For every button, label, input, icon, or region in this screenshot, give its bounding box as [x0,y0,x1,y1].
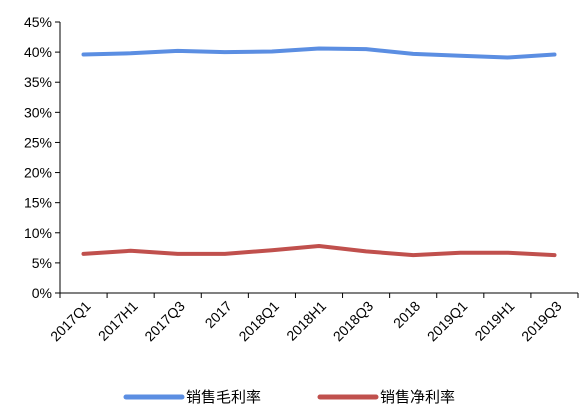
y-tick-label: 45% [24,14,52,30]
chart-axes [59,22,578,294]
x-tick-label: 2019H1 [471,298,517,344]
series-line-1 [81,46,557,60]
y-tick-label: 30% [24,104,52,120]
x-tick-label: 2019Q3 [518,298,565,345]
y-tick-label: 35% [24,74,52,90]
x-tick-label: 2019Q1 [424,298,471,345]
chart-series [81,46,557,258]
x-tick-label: 2017Q1 [47,298,94,345]
x-axis-ticks: 2017Q1 2017H1 2017Q3 2017 2018Q1 2018H1 2018Q3… [47,293,579,345]
x-tick-label: 2017 [202,298,235,331]
y-tick-label: 20% [24,165,52,181]
y-tick-label: 5% [32,255,52,271]
x-tick-label: 2018Q1 [235,298,282,345]
x-tick-label: 2017Q3 [141,298,188,345]
series-line-2 [81,244,557,258]
x-tick-label: 2018Q3 [330,298,377,345]
legend-label: 销售净利率 [380,389,455,406]
y-tick-label: 40% [24,44,52,60]
legend-label: 销售毛利率 [186,389,261,406]
y-axis-ticks: 0% 5% 10% 15% 20% 25% 30% 35% 40% 45% [24,14,60,301]
y-tick-label: 15% [24,195,52,211]
y-tick-label: 0% [32,285,52,301]
y-tick-label: 10% [24,225,52,241]
y-tick-label: 25% [24,134,52,150]
x-tick-label: 2018 [390,298,423,331]
chart-legend: 销售毛利率 销售净利率 [123,389,455,406]
x-tick-label: 2018H1 [283,298,329,344]
x-tick-label: 2017H1 [95,298,141,344]
